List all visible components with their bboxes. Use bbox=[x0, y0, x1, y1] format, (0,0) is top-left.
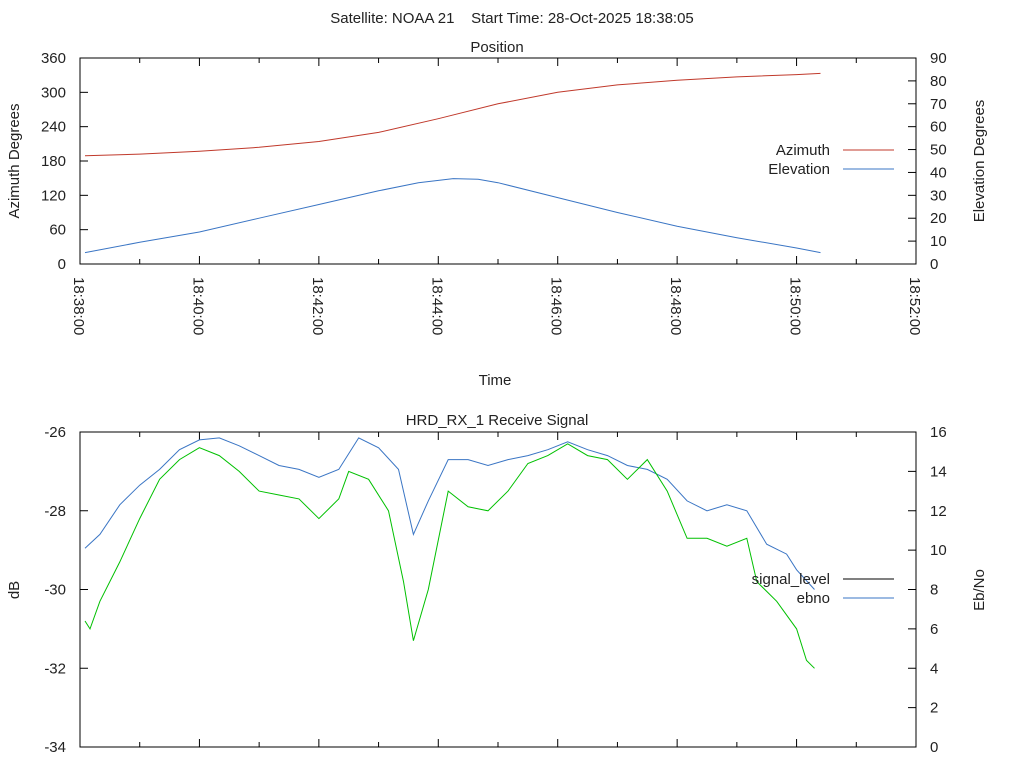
plot-frame bbox=[79, 431, 917, 748]
y2-tick-label: 16 bbox=[930, 424, 947, 441]
legend-label-signal_level: signal_level bbox=[752, 571, 830, 588]
y2-tick-label: 20 bbox=[930, 210, 947, 227]
position-title: Position bbox=[470, 39, 523, 56]
y-tick-label: -34 bbox=[44, 739, 66, 756]
time-axis-label: Time bbox=[479, 372, 512, 389]
series-line-signal_level bbox=[84, 443, 815, 669]
y2-tick-label: 2 bbox=[930, 700, 938, 717]
x-tick-label: 18:46:00 bbox=[548, 277, 565, 335]
y-tick-label: -26 bbox=[44, 424, 66, 441]
db-axis-label: dB bbox=[6, 581, 23, 599]
y2-tick-label: 0 bbox=[930, 739, 938, 756]
y-tick-label: 0 bbox=[58, 256, 66, 273]
y2-tick-label: 90 bbox=[930, 50, 947, 67]
y2-tick-label: 60 bbox=[930, 119, 947, 136]
y2-tick-label: 80 bbox=[930, 73, 947, 90]
x-tick-label: 18:42:00 bbox=[309, 277, 326, 335]
x-tick-label: 18:50:00 bbox=[787, 277, 804, 335]
x-tick-label: 18:52:00 bbox=[906, 277, 923, 335]
series-line-ebno bbox=[84, 437, 815, 590]
y2-tick-label: 10 bbox=[930, 233, 947, 250]
receive-signal-plot: HRD_RX_1 Receive Signal dB Eb/No -34 -32 -… bbox=[6, 412, 988, 756]
azimuth-axis-label: Azimuth Degrees bbox=[6, 103, 23, 218]
header-title: Satellite: NOAA 21 Start Time: 28-Oct-20… bbox=[330, 10, 694, 27]
y2-tick-label: 0 bbox=[930, 256, 938, 273]
signal-title: HRD_RX_1 Receive Signal bbox=[406, 412, 589, 429]
y-tick-label: 60 bbox=[49, 222, 66, 239]
y2-tick-label: 4 bbox=[930, 660, 938, 677]
y-tick-label: -32 bbox=[44, 660, 66, 677]
y-tick-label: 180 bbox=[41, 153, 66, 170]
x-tick-label: 18:40:00 bbox=[189, 277, 206, 335]
y-tick-label: -30 bbox=[44, 582, 66, 599]
ebno-axis-label: Eb/No bbox=[971, 569, 988, 611]
legend-label-elevation: Elevation bbox=[768, 161, 830, 178]
series-line-elevation bbox=[84, 178, 821, 254]
y-tick-label: 120 bbox=[41, 187, 66, 204]
y2-tick-label: 50 bbox=[930, 142, 947, 159]
y-tick-label: -28 bbox=[44, 503, 66, 520]
y2-tick-label: 40 bbox=[930, 164, 947, 181]
series-line-azimuth bbox=[84, 72, 821, 157]
x-tick-label: 18:48:00 bbox=[667, 277, 684, 335]
y2-tick-label: 10 bbox=[930, 542, 947, 559]
y2-tick-label: 70 bbox=[930, 96, 947, 113]
y2-tick-label: 14 bbox=[930, 463, 947, 480]
y-tick-label: 300 bbox=[41, 84, 66, 101]
y2-tick-label: 30 bbox=[930, 187, 947, 204]
y-tick-label: 240 bbox=[41, 119, 66, 136]
elevation-axis-label: Elevation Degrees bbox=[971, 100, 988, 223]
y2-tick-label: 8 bbox=[930, 582, 938, 599]
y-tick-label: 360 bbox=[41, 50, 66, 67]
position-plot: Position Azimuth Degrees Elevation Degre… bbox=[6, 39, 988, 389]
legend-label-azimuth: Azimuth bbox=[776, 142, 830, 159]
y2-tick-label: 12 bbox=[930, 503, 947, 520]
x-tick-label: 18:44:00 bbox=[428, 277, 445, 335]
y2-tick-label: 6 bbox=[930, 621, 938, 638]
legend-label-ebno: ebno bbox=[797, 590, 830, 607]
x-tick-label: 18:38:00 bbox=[70, 277, 87, 335]
